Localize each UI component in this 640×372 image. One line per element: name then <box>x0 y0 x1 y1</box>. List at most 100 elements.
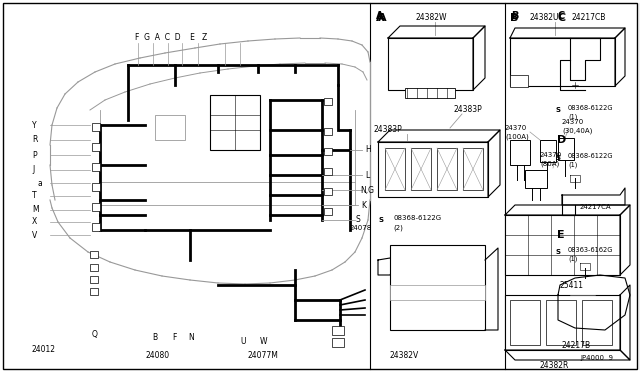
Text: B: B <box>510 13 518 23</box>
Text: 24012: 24012 <box>32 346 56 355</box>
Polygon shape <box>378 130 500 142</box>
Bar <box>582 300 612 345</box>
Text: 24078: 24078 <box>350 225 372 231</box>
Bar <box>155 115 185 140</box>
Bar <box>463 148 483 190</box>
Bar <box>92 163 100 171</box>
Text: K: K <box>361 201 366 209</box>
Text: F  G  A  C  D    E   Z: F G A C D E Z <box>135 33 207 42</box>
Text: (80A): (80A) <box>540 161 559 167</box>
Bar <box>324 188 332 195</box>
Text: (1): (1) <box>568 162 577 168</box>
Bar <box>540 140 556 162</box>
Text: X: X <box>32 218 37 227</box>
Text: T: T <box>32 192 36 201</box>
Polygon shape <box>620 285 630 360</box>
Text: E: E <box>557 230 564 240</box>
Text: S: S <box>556 155 561 161</box>
Text: 24217CA: 24217CA <box>580 204 612 210</box>
Polygon shape <box>388 26 485 38</box>
Polygon shape <box>488 130 500 197</box>
Bar <box>388 38 473 90</box>
Polygon shape <box>505 350 630 360</box>
Text: 24217CB: 24217CB <box>572 13 606 22</box>
Bar <box>558 138 574 160</box>
Text: C: C <box>558 11 565 21</box>
Text: 08368-6122G: 08368-6122G <box>568 105 614 111</box>
Bar <box>378 142 488 197</box>
Text: (30,40A): (30,40A) <box>562 128 593 134</box>
Bar <box>90 264 98 271</box>
Bar <box>437 148 457 190</box>
Bar <box>505 295 620 350</box>
Bar <box>411 148 431 190</box>
Polygon shape <box>510 28 625 38</box>
Bar <box>332 338 344 347</box>
Text: 24382U: 24382U <box>530 13 559 22</box>
Text: 24383P: 24383P <box>453 106 482 115</box>
Text: P: P <box>32 151 36 160</box>
Text: A: A <box>378 13 387 23</box>
Bar <box>510 38 615 86</box>
Bar <box>332 326 344 335</box>
Text: N,G: N,G <box>360 186 374 195</box>
Text: 24382W: 24382W <box>415 13 447 22</box>
Text: JP4000  9: JP4000 9 <box>580 355 613 361</box>
Bar <box>92 143 100 151</box>
Bar <box>324 168 332 175</box>
Bar <box>92 223 100 231</box>
Bar <box>90 288 98 295</box>
Text: 24370: 24370 <box>540 152 563 158</box>
Text: 24077M: 24077M <box>248 350 279 359</box>
Polygon shape <box>473 26 485 90</box>
Text: A: A <box>376 11 383 21</box>
Text: M: M <box>32 205 38 215</box>
Text: H: H <box>365 145 371 154</box>
Text: C: C <box>557 13 565 23</box>
Bar <box>390 245 485 330</box>
Text: 24382V: 24382V <box>390 350 419 359</box>
Text: 08363-6162G: 08363-6162G <box>568 247 613 253</box>
Text: (1): (1) <box>568 256 577 262</box>
Text: 08368-6122G: 08368-6122G <box>393 215 441 221</box>
Bar <box>92 203 100 211</box>
Bar <box>145 95 325 265</box>
Text: (2): (2) <box>393 225 403 231</box>
Text: S: S <box>378 217 383 223</box>
Polygon shape <box>615 28 625 86</box>
Bar <box>90 251 98 258</box>
Bar <box>390 285 485 300</box>
Text: L: L <box>365 170 369 180</box>
Bar <box>510 75 528 87</box>
Bar <box>525 170 547 188</box>
Text: A: A <box>376 13 385 23</box>
Bar <box>92 123 100 131</box>
Bar <box>210 95 260 150</box>
Bar <box>324 98 332 105</box>
Text: a: a <box>37 179 42 187</box>
Text: B: B <box>511 11 518 21</box>
Text: Y: Y <box>32 121 36 129</box>
Text: Q: Q <box>92 330 98 340</box>
Polygon shape <box>620 205 630 275</box>
Text: R: R <box>32 135 37 144</box>
Text: 24383P: 24383P <box>374 125 403 135</box>
Text: 24370: 24370 <box>505 125 527 131</box>
Text: 25411: 25411 <box>560 280 584 289</box>
Text: (1): (1) <box>568 114 577 120</box>
Text: U: U <box>240 337 246 346</box>
Text: D: D <box>557 135 566 145</box>
Text: 24080: 24080 <box>145 350 169 359</box>
Bar <box>505 215 620 275</box>
Text: J: J <box>32 166 35 174</box>
Bar <box>510 140 530 165</box>
Text: (100A): (100A) <box>505 134 529 140</box>
Polygon shape <box>505 205 630 215</box>
Bar <box>510 300 540 345</box>
Text: S: S <box>556 249 561 255</box>
Text: V: V <box>32 231 37 240</box>
Text: S: S <box>356 215 361 224</box>
Bar <box>324 208 332 215</box>
Text: N: N <box>188 333 194 341</box>
Bar <box>546 300 576 345</box>
